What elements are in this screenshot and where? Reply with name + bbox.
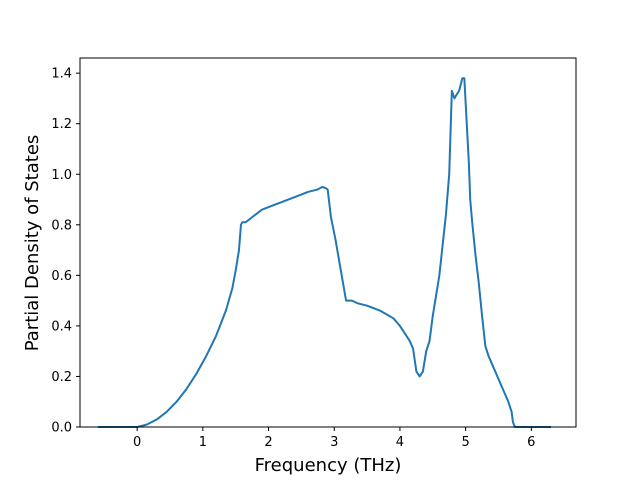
y-tick-label: 1.2 <box>51 117 72 132</box>
series-line-0 <box>97 77 552 428</box>
x-tick-label: 2 <box>264 435 272 450</box>
x-tick-label: 5 <box>461 435 469 450</box>
y-tick-label: 0.8 <box>51 218 72 233</box>
y-tick-label: 0.2 <box>51 370 72 385</box>
y-tick-label: 0.0 <box>51 421 72 436</box>
x-tick-label: 0 <box>133 435 141 450</box>
x-axis-label: Frequency (THz) <box>255 455 402 476</box>
plot-frame <box>79 57 577 428</box>
x-tick-label: 6 <box>527 435 535 450</box>
y-tick-label: 0.4 <box>51 319 72 334</box>
y-axis-label: Partial Density of States <box>22 135 43 352</box>
x-tick-label: 3 <box>330 435 338 450</box>
plot-area <box>80 58 576 427</box>
x-tick-label: 1 <box>199 435 207 450</box>
x-axis: 0 1 2 3 4 5 6 <box>133 427 535 450</box>
y-tick-label: 0.6 <box>51 269 72 284</box>
series-layer <box>97 77 552 428</box>
x-tick-label: 4 <box>396 435 404 450</box>
y-tick-label: 1.4 <box>51 67 72 82</box>
plot-background <box>80 58 576 427</box>
y-tick-label: 1.0 <box>51 168 72 183</box>
y-axis: 0.0 0.2 0.4 0.6 0.8 1.0 1.2 1.4 <box>51 67 80 436</box>
